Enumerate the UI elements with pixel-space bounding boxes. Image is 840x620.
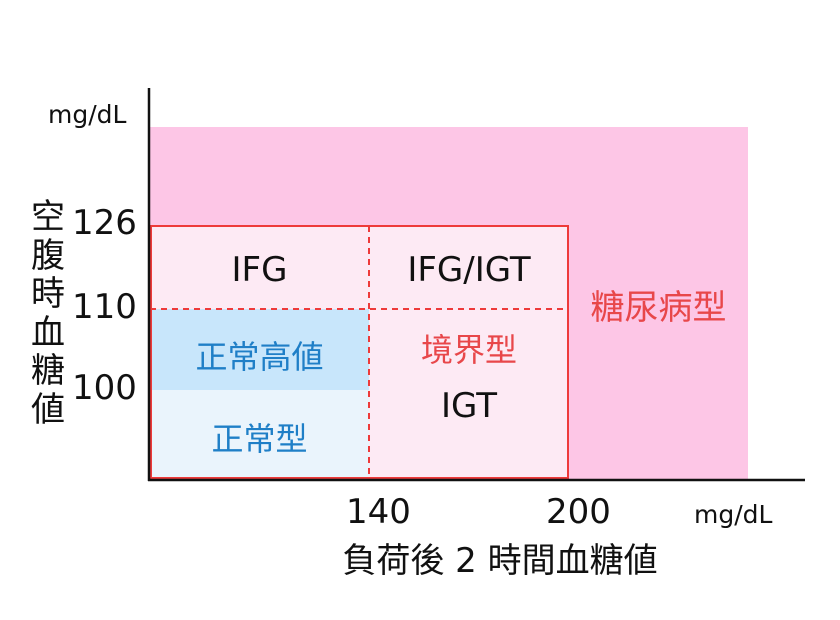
normal-region — [150, 390, 369, 479]
y-tick-126: 126 — [72, 203, 137, 243]
x-tick-200: 200 — [546, 492, 611, 532]
x-tick-140: 140 — [346, 492, 411, 532]
y-title-char: 空 — [31, 197, 65, 237]
x-axis-title: 負荷後 2 時間血糖値 — [342, 540, 658, 581]
region-label-diabetes: 糖尿病型 — [590, 287, 727, 328]
normal-high-region — [150, 309, 369, 390]
x-axis-unit: mg/dL — [694, 500, 773, 529]
y-title-char: 腹 — [31, 235, 65, 276]
region-label-borderline: 境界型 — [420, 331, 517, 369]
y-tick-110: 110 — [72, 287, 137, 327]
region-label-normal: 正常型 — [211, 420, 308, 458]
y-title-char: 時 — [31, 274, 65, 314]
borderline-boundary — [150, 225, 569, 479]
region-label-ifg: IFG — [231, 250, 288, 290]
region-label-normal-high: 正常高値 — [195, 338, 324, 376]
y-axis-title: 空 腹 時 血 糖 値 — [26, 198, 70, 429]
y-tick-100: 100 — [72, 368, 137, 408]
y-axis-unit: mg/dL — [48, 100, 127, 129]
y-title-char: 値 — [31, 389, 65, 430]
region-label-ifg-igt: IFG/IGT — [407, 250, 531, 290]
y-title-char: 血 — [31, 312, 65, 353]
y-title-char: 糖 — [31, 351, 65, 391]
region-label-igt: IGT — [441, 386, 497, 426]
